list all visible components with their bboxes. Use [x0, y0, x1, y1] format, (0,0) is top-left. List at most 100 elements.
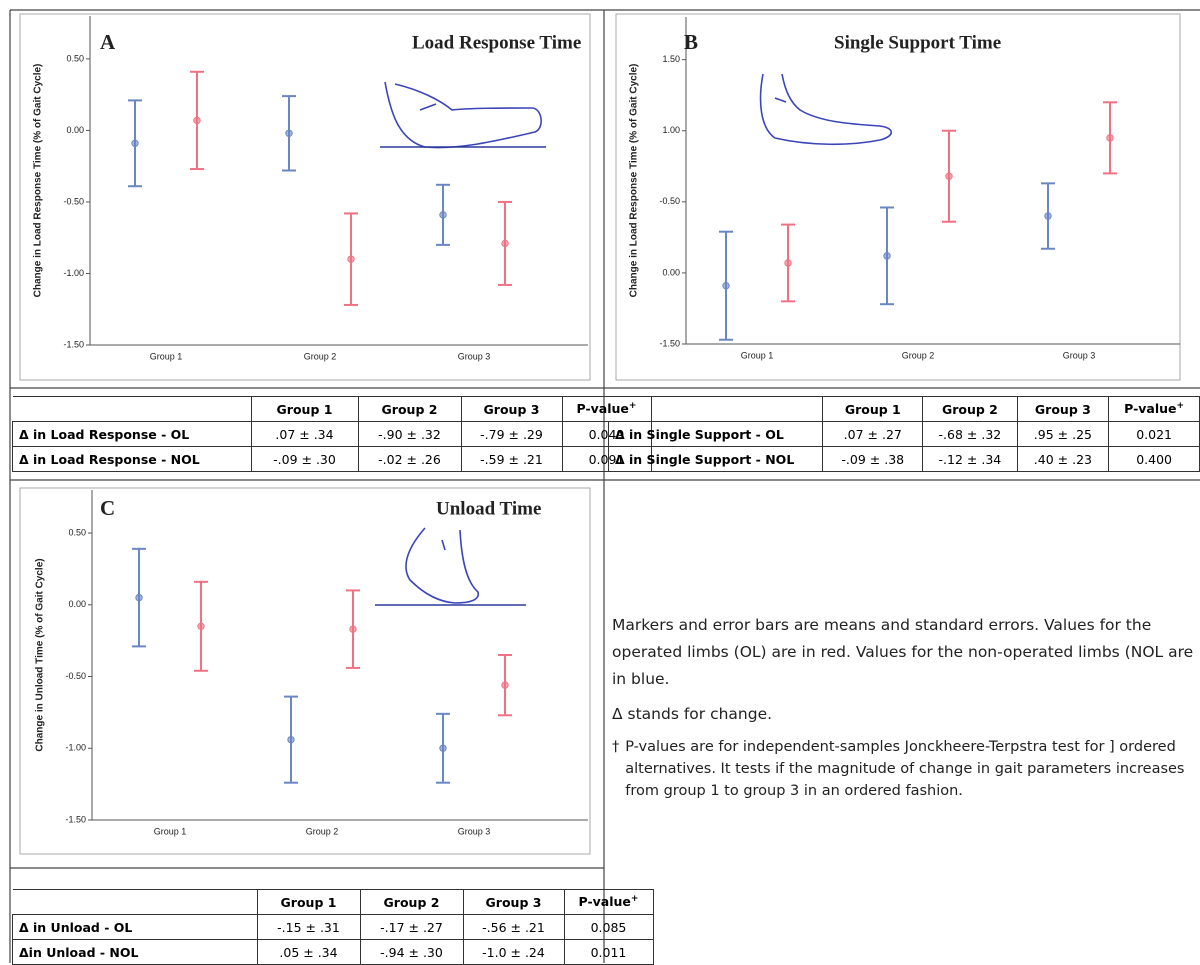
header-text: Group 3	[486, 895, 542, 910]
x-tick-label: Group 1	[150, 351, 183, 361]
table-cell: -.12 ± .34	[923, 447, 1017, 472]
y-tick-label: -0.50	[659, 196, 680, 206]
column-header: Group 1	[251, 397, 358, 422]
table-cell: -.79 ± .29	[461, 422, 562, 447]
y-tick-label: 0.00	[68, 599, 86, 609]
header-text: P-value	[579, 895, 631, 910]
mean-marker	[884, 253, 890, 259]
y-tick-label: -1.50	[659, 338, 680, 348]
data-row: Δ in Single Support - NOL-.09 ± .38-.12 …	[609, 447, 1200, 472]
y-tick-label: -1.00	[65, 743, 86, 753]
mean-marker	[1107, 135, 1113, 141]
y-tick-label: 1.00	[662, 125, 680, 135]
header-text: Group 1	[281, 895, 337, 910]
y-tick-label: 0.00	[66, 125, 84, 135]
y-tick-label: -0.50	[65, 671, 86, 681]
header-row: Group 1 Group 2 Group 3 P-value+	[13, 890, 654, 915]
header-mark: +	[1177, 401, 1185, 411]
table-cell: 0.400	[1109, 447, 1200, 472]
data-row: Δin Unload - NOL.05 ± .34-.94 ± .30-1.0 …	[13, 940, 654, 965]
row-header: Δ in Single Support - OL	[609, 422, 823, 447]
column-header: Group 2	[358, 397, 461, 422]
table-cell: -1.0 ± .24	[463, 940, 564, 965]
x-tick-label: Group 2	[304, 351, 337, 361]
header-text: Group 2	[942, 402, 998, 417]
table-cell: .07 ± .34	[251, 422, 358, 447]
y-tick-label: 0.00	[662, 267, 680, 277]
x-tick-label: Group 2	[902, 350, 935, 360]
header-text: Group 3	[484, 402, 540, 417]
mean-marker	[946, 173, 952, 179]
x-tick-label: Group 1	[741, 350, 774, 360]
row-header: Δ in Unload - OL	[13, 915, 258, 940]
note-pvalue: †P-values are for independent-samples Jo…	[612, 736, 1196, 802]
header-text: Group 2	[382, 402, 438, 417]
mean-marker	[348, 256, 354, 262]
y-tick-label: 1.50	[662, 54, 680, 64]
mean-marker	[502, 682, 508, 688]
mean-marker	[132, 140, 138, 146]
data-row: Δ in Load Response - OL.07 ± .34-.90 ± .…	[13, 422, 652, 447]
table-cell: -.56 ± .21	[463, 915, 564, 940]
row-header: Δ in Load Response - OL	[13, 422, 252, 447]
header-text: Group 2	[384, 895, 440, 910]
x-tick-label: Group 3	[1063, 350, 1096, 360]
y-axis-label: Change in Unload Time (% of Gait Cycle)	[35, 558, 46, 751]
mean-marker	[502, 240, 508, 246]
chart-frame	[20, 14, 590, 380]
table-cell: -.02 ± .26	[358, 447, 461, 472]
empty-cell	[13, 397, 252, 422]
foot-b	[761, 74, 892, 144]
row-header: Δ in Load Response - NOL	[13, 447, 252, 472]
y-tick-label: -1.50	[63, 339, 84, 349]
foot-a	[385, 82, 541, 148]
y-tick-label: -1.00	[63, 268, 84, 278]
table-cell: -.09 ± .38	[823, 447, 923, 472]
panel-title: Load Response Time	[412, 32, 581, 53]
column-header: Group 2	[360, 890, 463, 915]
note-text: Markers and error bars are means and sta…	[612, 612, 1196, 693]
panel-title: Single Support Time	[834, 32, 1001, 53]
page: ALoad Response TimeChange in Load Respon…	[0, 0, 1200, 963]
stats-table: Group 1Group 2Group 3P-value+Δ in Unload…	[12, 889, 654, 965]
row-header: Δ in Single Support - NOL	[609, 447, 823, 472]
data-row: Δ in Unload - OL-.15 ± .31-.17 ± .27-.56…	[13, 915, 654, 940]
header-text: Group 1	[277, 402, 333, 417]
mean-marker	[723, 283, 729, 289]
column-header: Group 3	[1017, 397, 1109, 422]
x-tick-label: Group 1	[154, 826, 187, 836]
notes: Markers and error bars are means and sta…	[612, 612, 1196, 802]
mean-marker	[136, 594, 142, 600]
header-text: P-value	[1124, 402, 1176, 417]
y-tick-label: -0.50	[63, 196, 84, 206]
y-axis-label: Change in Load Response Time (% of Gait …	[629, 64, 640, 298]
x-tick-label: Group 3	[458, 351, 491, 361]
table-cell: -.09 ± .30	[251, 447, 358, 472]
empty-cell	[609, 397, 823, 422]
note-text: Δ stands for change.	[612, 701, 1196, 728]
table-cell: .95 ± .25	[1017, 422, 1109, 447]
column-header: Group 3	[463, 890, 564, 915]
table-cell: .40 ± .23	[1017, 447, 1109, 472]
column-header: P-value+	[1109, 397, 1200, 422]
panel-letter: B	[684, 30, 698, 54]
column-header: P-value+	[564, 890, 653, 915]
header-mark: +	[631, 894, 639, 904]
mean-marker	[194, 117, 200, 123]
mean-marker	[288, 736, 294, 742]
table-cell: .07 ± .27	[823, 422, 923, 447]
note-text: P-values are for independent-samples Jon…	[625, 736, 1196, 802]
table-cell: .05 ± .34	[257, 940, 360, 965]
header-text: Group 1	[845, 402, 901, 417]
y-tick-label: -1.50	[65, 814, 86, 824]
mean-marker	[198, 623, 204, 629]
table-cell: -.94 ± .30	[360, 940, 463, 965]
table-cell: 0.085	[564, 915, 653, 940]
mean-marker	[440, 212, 446, 218]
stats-table: Group 1Group 2Group 3P-value+Δ in Single…	[608, 396, 1200, 472]
table-cell: -.59 ± .21	[461, 447, 562, 472]
table-cell: 0.021	[1109, 422, 1200, 447]
empty-cell	[13, 890, 258, 915]
chart-frame	[616, 14, 1180, 380]
